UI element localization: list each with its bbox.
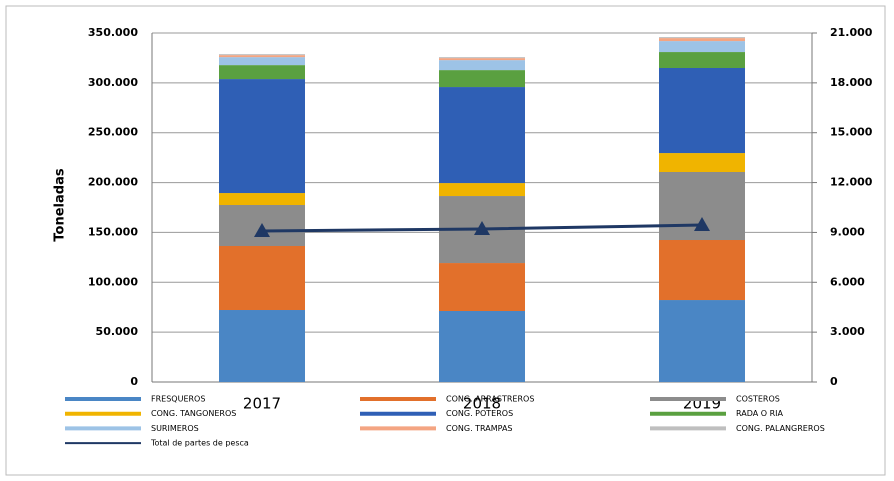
y2-tick-label: 18.000 — [830, 76, 873, 89]
y2-tick-label: 0 — [830, 375, 838, 388]
bar-segment — [659, 240, 745, 301]
bar-segment — [219, 65, 305, 80]
bar-segment — [219, 79, 305, 194]
legend-label: COSTEROS — [736, 395, 780, 404]
y-tick-label: 50.000 — [96, 325, 139, 338]
bar-segment — [439, 87, 525, 184]
line-marker — [694, 216, 710, 231]
y-tick-label: 150.000 — [88, 225, 138, 238]
bar-segment — [439, 183, 525, 197]
y-axis-label: Toneladas — [53, 168, 68, 241]
y2-tick-label: 9.000 — [830, 225, 865, 238]
legend-label: SURIMEROS — [151, 424, 199, 433]
x-tick-label: 2017 — [243, 395, 281, 413]
bar-segment — [219, 245, 305, 311]
bar-segment — [219, 54, 305, 56]
bar-segment — [659, 37, 745, 39]
y-tick-label: 250.000 — [88, 126, 138, 139]
y2-tick-label: 6.000 — [830, 275, 865, 288]
y2-tick-label: 15.000 — [830, 126, 873, 139]
bar-segment — [439, 60, 525, 71]
legend-label: CONG. ARRASTREROS — [446, 395, 534, 404]
legend-label: CONG. PALANGREROS — [736, 424, 825, 433]
y2-tick-label: 21.000 — [830, 26, 873, 39]
legend-label: FRESQUEROS — [151, 395, 205, 404]
legend-label: CONG. POTEROS — [446, 409, 513, 418]
line-marker — [254, 222, 270, 237]
legend-label: Total de partes de pesca — [150, 439, 249, 448]
y-tick-label: 100.000 — [88, 275, 138, 288]
y-tick-label: 200.000 — [88, 176, 138, 189]
bar-segment — [659, 38, 745, 42]
bar-segment — [219, 55, 305, 58]
bar-segment — [439, 70, 525, 88]
legend-label: CONG. TRAMPAS — [446, 424, 513, 433]
line-marker — [474, 221, 490, 236]
bar-segment — [219, 57, 305, 66]
bar-segment — [219, 310, 305, 382]
y-tick-label: 0 — [130, 375, 138, 388]
bar-segment — [659, 41, 745, 53]
bar-segment — [659, 300, 745, 382]
y-tick-label: 350.000 — [88, 26, 138, 39]
x-tick-label: 2018 — [463, 395, 501, 413]
bar-segment — [659, 67, 745, 154]
bar-segment — [659, 153, 745, 173]
legend-label: CONG. TANGONEROS — [151, 409, 236, 418]
y2-tick-label: 3.000 — [830, 325, 865, 338]
bar-segment — [439, 263, 525, 312]
y-tick-label: 300.000 — [88, 76, 138, 89]
bar-segment — [219, 193, 305, 206]
bar-segment — [439, 311, 525, 382]
legend-label: RADA O RIA — [736, 409, 784, 418]
bar-segment — [659, 52, 745, 68]
y2-tick-label: 12.000 — [830, 176, 873, 189]
bar-segment — [439, 58, 525, 61]
bar-segment — [439, 57, 525, 59]
